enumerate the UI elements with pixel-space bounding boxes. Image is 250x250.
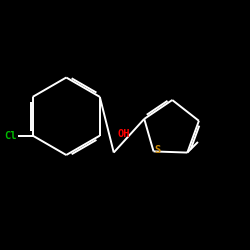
Text: S: S [155, 145, 161, 155]
Text: Cl: Cl [4, 130, 16, 140]
Text: OH: OH [118, 129, 130, 139]
